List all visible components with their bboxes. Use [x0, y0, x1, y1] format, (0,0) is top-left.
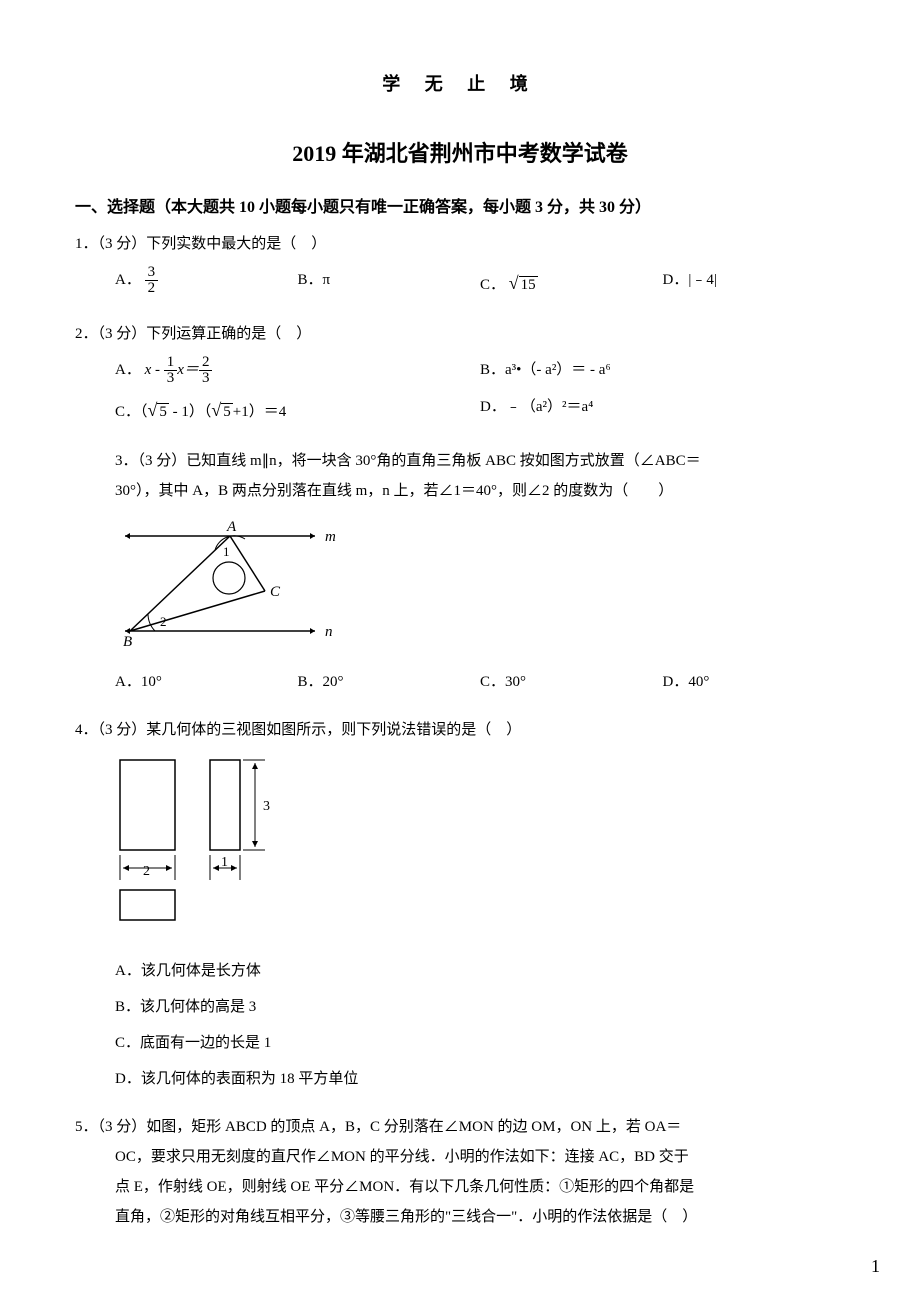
- question-4: 4．（3 分）某几何体的三视图如图所示，则下列说法错误的是（ ） 2 3: [75, 715, 845, 1094]
- q4-option-c: C．底面有一边的长是 1: [115, 1028, 845, 1058]
- section-1-header: 一、选择题（本大题共 10 小题每小题只有唯一正确答案，每小题 3 分，共 30…: [75, 193, 845, 217]
- q3-option-b: B．20°: [298, 667, 481, 697]
- q3-option-a: A．10°: [115, 667, 298, 697]
- q4-stem: 4．（3 分）某几何体的三视图如图所示，则下列说法错误的是（ ）: [75, 715, 845, 745]
- q4-svg: 2 3 1: [115, 755, 315, 935]
- q3-svg: A B C m n 1 2: [115, 516, 345, 646]
- q2-c-label: C．（: [115, 404, 148, 420]
- q4-dim-3: 3: [263, 799, 270, 814]
- q2-option-b: B．a³•（- a²）＝ - a⁶: [480, 355, 845, 386]
- q4-option-b: B．该几何体的高是 3: [115, 992, 845, 1022]
- q3-option-c: C．30°: [480, 667, 663, 697]
- q2-a-den1: 3: [164, 371, 178, 386]
- q3-label-a: A: [226, 519, 237, 535]
- q2-stem: 2．（3 分）下列运算正确的是（ ）: [75, 319, 845, 349]
- q4-dim-2: 2: [143, 864, 150, 879]
- q1-a-den: 2: [145, 281, 159, 296]
- q3-option-d: D．40°: [663, 667, 846, 697]
- page-header: 学 无 止 境: [75, 70, 845, 96]
- q3-stem-line1: 3．（3 分）已知直线 m∥n，将一块含 30°角的直角三角板 ABC 按如图方…: [115, 446, 845, 476]
- q2-option-d: D．﹣（a²）²＝a⁴: [480, 392, 845, 428]
- question-2: 2．（3 分）下列运算正确的是（ ） A． x - 13x＝23 B．a³•（-…: [75, 319, 845, 428]
- exam-title: 2019 年湖北省荆州市中考数学试卷: [75, 136, 845, 168]
- q2-c-b2: 5: [221, 403, 233, 420]
- q4-dim-1: 1: [221, 855, 228, 870]
- q1-option-c: C． √15: [480, 265, 663, 301]
- question-3: 3．（3 分）已知直线 m∥n，将一块含 30°角的直角三角板 ABC 按如图方…: [75, 446, 845, 697]
- q2-a-label: A．: [115, 362, 141, 378]
- q1-a-label: A．: [115, 272, 141, 288]
- q1-option-b: B．π: [298, 265, 481, 301]
- q3-label-1: 1: [223, 544, 230, 559]
- q5-stem-4: 直角，②矩形的对角线互相平分，③等腰三角形的"三线合一"．小明的作法依据是（ ）: [75, 1202, 845, 1232]
- q2-option-c: C．（√5 - 1）（√5+1）＝4: [115, 392, 480, 428]
- q1-stem: 1．（3 分）下列实数中最大的是（ ）: [75, 229, 845, 259]
- q1-c-label: C．: [480, 277, 505, 293]
- q4-option-d: D．该几何体的表面积为 18 平方单位: [115, 1064, 845, 1094]
- q4-option-a: A．该几何体是长方体: [115, 956, 845, 986]
- q3-label-m: m: [325, 529, 336, 545]
- q3-label-n: n: [325, 624, 333, 640]
- q3-stem-line2: 30°），其中 A，B 两点分别落在直线 m，n 上，若∠1＝40°，则∠2 的…: [115, 476, 845, 506]
- q2-c-mid: - 1）（: [169, 404, 212, 420]
- q2-a-num1: 1: [164, 355, 178, 371]
- q2-a-num2: 2: [199, 355, 213, 371]
- q1-option-a: A． 32: [115, 265, 298, 301]
- q2-a-den2: 3: [199, 371, 213, 386]
- q3-label-c: C: [270, 584, 281, 600]
- q3-label-b: B: [123, 634, 132, 646]
- q3-label-2: 2: [160, 614, 167, 629]
- q1-option-d: D．|﹣4|: [663, 265, 846, 301]
- q2-option-a: A． x - 13x＝23: [115, 355, 480, 386]
- q5-stem-1: 5．（3 分）如图，矩形 ABCD 的顶点 A，B，C 分别落在∠MON 的边 …: [75, 1112, 845, 1142]
- q4-figure: 2 3 1: [115, 755, 845, 946]
- q2-a-minus: -: [151, 362, 164, 378]
- q3-figure: A B C m n 1 2: [115, 516, 845, 657]
- question-1: 1．（3 分）下列实数中最大的是（ ） A． 32 B．π C． √15 D．|…: [75, 229, 845, 301]
- q2-c-end: +1）＝4: [233, 404, 286, 420]
- q2-c-b1: 5: [157, 403, 169, 420]
- q5-stem-3: 点 E，作射线 OE，则射线 OE 平分∠MON．有以下几条几何性质：①矩形的四…: [75, 1172, 845, 1202]
- page-number: 1: [871, 1256, 880, 1277]
- q2-a-x2: x＝: [177, 362, 199, 378]
- q5-stem-2: OC，要求只用无刻度的直尺作∠MON 的平分线．小明的作法如下：连接 AC，BD…: [75, 1142, 845, 1172]
- question-5: 5．（3 分）如图，矩形 ABCD 的顶点 A，B，C 分别落在∠MON 的边 …: [75, 1112, 845, 1232]
- q1-c-body: 15: [519, 276, 538, 293]
- q1-a-num: 3: [145, 265, 159, 281]
